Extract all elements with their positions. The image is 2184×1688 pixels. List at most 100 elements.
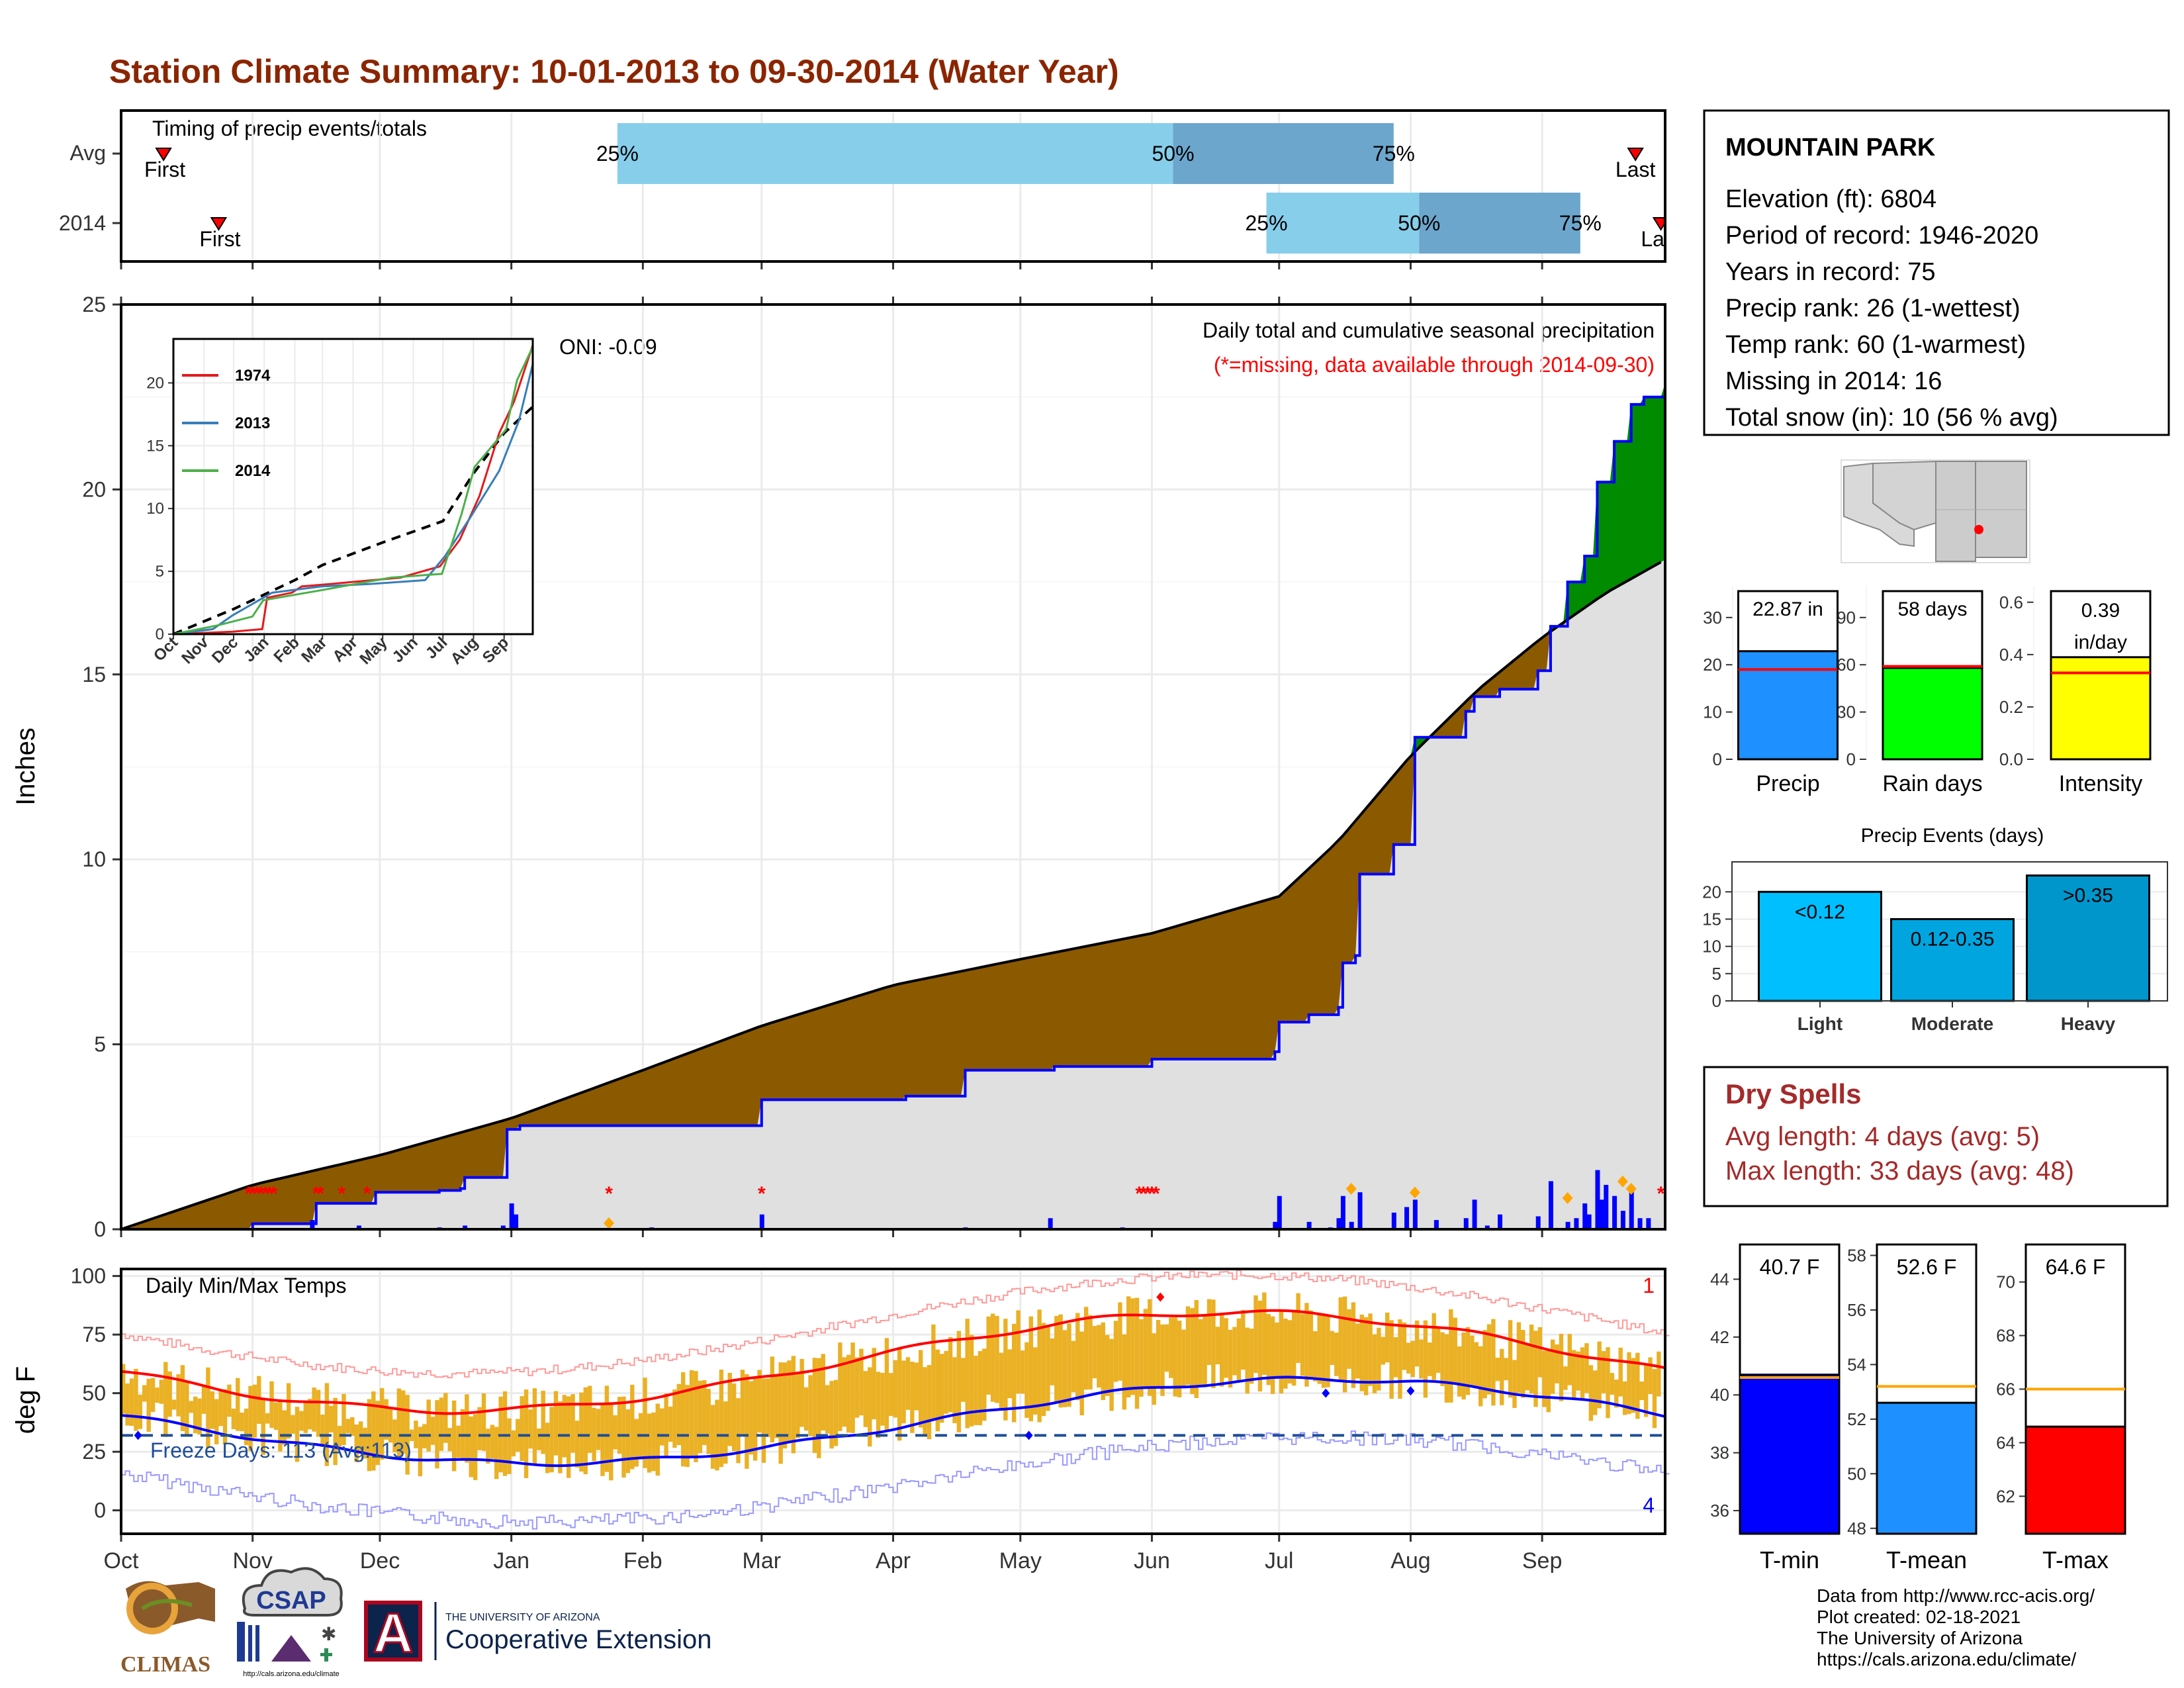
snow-event-marker (1625, 1182, 1637, 1195)
daily-temp-bar (1148, 1299, 1152, 1396)
summary-bar-label: Precip (1756, 771, 1819, 796)
daily-temp-bar (685, 1385, 690, 1468)
inset-series-2014 (173, 346, 534, 635)
daily-temp-bar (969, 1335, 974, 1427)
daily-temp-bar (511, 1430, 516, 1457)
freeze-days-label: Freeze Days: 113 (Avg:113) (150, 1438, 412, 1462)
timing-pct-label: 25% (1245, 211, 1287, 235)
daily-temp-bar (1317, 1314, 1322, 1384)
daily-temp-bar (528, 1409, 533, 1449)
daily-temp-bar (1351, 1302, 1356, 1388)
daily-temp-bar (833, 1380, 839, 1446)
daily-temp-bar (596, 1409, 601, 1450)
daily-temp-bar (176, 1374, 181, 1417)
temp-summary-y-tick-label: 42 (1710, 1327, 1729, 1347)
daily-temp-bar (643, 1378, 647, 1468)
daily-temp-bar (1377, 1327, 1381, 1391)
dry-spells-avg: Avg length: 4 days (avg: 5) (1725, 1122, 2040, 1151)
daily-temp-bar (1224, 1318, 1228, 1378)
daily-precip-bar (509, 1203, 514, 1229)
summary-bars: 0 10 20 30 22.87 in Precip 0 30 60 90 58 days Rain … (1703, 586, 2152, 796)
daily-temp-bar (155, 1387, 159, 1403)
daily-temp-bar (308, 1399, 312, 1430)
daily-temp-bar (1389, 1320, 1394, 1399)
missing-day-marker: * (257, 1183, 265, 1205)
record-temp-marker (1406, 1386, 1415, 1396)
daily-temp-bar (579, 1392, 584, 1472)
daily-temp-bar (1016, 1310, 1021, 1394)
daily-temp-bar (1555, 1344, 1559, 1383)
daily-temp-bar (1033, 1347, 1038, 1415)
daily-temp-bar (647, 1413, 652, 1473)
daily-temp-bar (227, 1384, 232, 1417)
cumulative-deficit-area (121, 559, 1665, 1229)
daily-temp-bar (808, 1375, 813, 1436)
daily-temp-bar (1211, 1299, 1216, 1388)
temp-summary-y-tick-label: 54 (1847, 1354, 1866, 1374)
daily-temp-bar (409, 1429, 414, 1441)
daily-temp-bar (1546, 1350, 1551, 1413)
station-location-dot (1974, 525, 1983, 534)
daily-temp-bar (1402, 1322, 1407, 1370)
daily-temp-bar (1245, 1327, 1250, 1394)
summary-y-tick-label: 20 (1703, 655, 1722, 675)
daily-precip-bar (1472, 1199, 1477, 1229)
daily-temp-bar (150, 1378, 156, 1412)
daily-temp-bar (1482, 1330, 1487, 1399)
daily-temp-bar (1576, 1351, 1580, 1391)
daily-temp-bar (749, 1381, 753, 1455)
daily-temp-bar (1011, 1323, 1017, 1423)
temp-summary-y-tick-label: 44 (1710, 1269, 1729, 1289)
daily-precip-bar (1404, 1207, 1410, 1229)
events-y-tick-label: 20 (1702, 882, 1721, 902)
station-name: MOUNTAIN PARK (1725, 134, 1936, 162)
daily-temp-bar (286, 1383, 291, 1439)
daily-temp-bar (1525, 1343, 1529, 1391)
daily-temp-bar (842, 1357, 846, 1427)
temp-summary-y-tick-label: 48 (1847, 1519, 1866, 1538)
temp-summary-y-tick-label: 62 (1996, 1486, 2015, 1506)
missing-day-marker: * (338, 1183, 345, 1205)
temp-summary-y-tick-label: 56 (1847, 1300, 1866, 1320)
summary-y-tick-label: 0 (1713, 749, 1722, 769)
daily-temp-bar (236, 1378, 240, 1431)
daily-temp-bar (523, 1389, 529, 1478)
daily-temp-bar (1003, 1319, 1008, 1421)
daily-temp-bar (1092, 1326, 1097, 1379)
daily-temp-bar (889, 1373, 893, 1416)
daily-temp-bar (1228, 1329, 1233, 1388)
missing-day-marker: * (249, 1183, 257, 1205)
timing-bar-q1 (1266, 193, 1420, 254)
daily-temp-bar (574, 1421, 580, 1468)
inset-legend-label: 2013 (235, 414, 270, 432)
daily-temp-bar (812, 1358, 817, 1453)
inset-y-tick-label: 10 (146, 500, 164, 518)
daily-temp-bar (1406, 1342, 1411, 1374)
station-elevation: Elevation (ft): 6804 (1725, 185, 1936, 213)
daily-temp-bar (745, 1374, 749, 1469)
daily-temp-bar (1275, 1322, 1279, 1380)
daily-temp-bar (944, 1350, 948, 1414)
daily-temp-bar (333, 1397, 338, 1466)
ua-logo-letter: A (373, 1602, 414, 1664)
daily-temp-bar (1236, 1318, 1242, 1381)
daily-temp-bar (1279, 1309, 1284, 1394)
daily-temp-bar (868, 1367, 872, 1447)
csap-url: http://cals.arizona.edu/climate (243, 1670, 340, 1678)
daily-temp-bar (796, 1373, 800, 1438)
station-period: Period of record: 1946-2020 (1725, 222, 2038, 250)
temp-summary-label: T-min (1760, 1546, 1819, 1573)
timing-first-label: First (199, 227, 240, 251)
timing-last-label: Last (1615, 158, 1656, 181)
daily-precip-bar (1565, 1221, 1570, 1229)
daily-temp-bar (1542, 1350, 1547, 1407)
daily-temp-bar (694, 1371, 698, 1462)
daily-temp-bar (218, 1390, 223, 1427)
daily-temp-bar (447, 1428, 452, 1452)
daily-temp-bar (905, 1357, 911, 1410)
temp-summary-y-tick-label: 64 (1996, 1432, 2015, 1452)
daily-temp-bar (723, 1401, 728, 1464)
climas-logo: CLIMAS (120, 1581, 215, 1677)
missing-day-marker: * (253, 1183, 261, 1205)
summary-bar-rain-days (1882, 667, 1983, 761)
